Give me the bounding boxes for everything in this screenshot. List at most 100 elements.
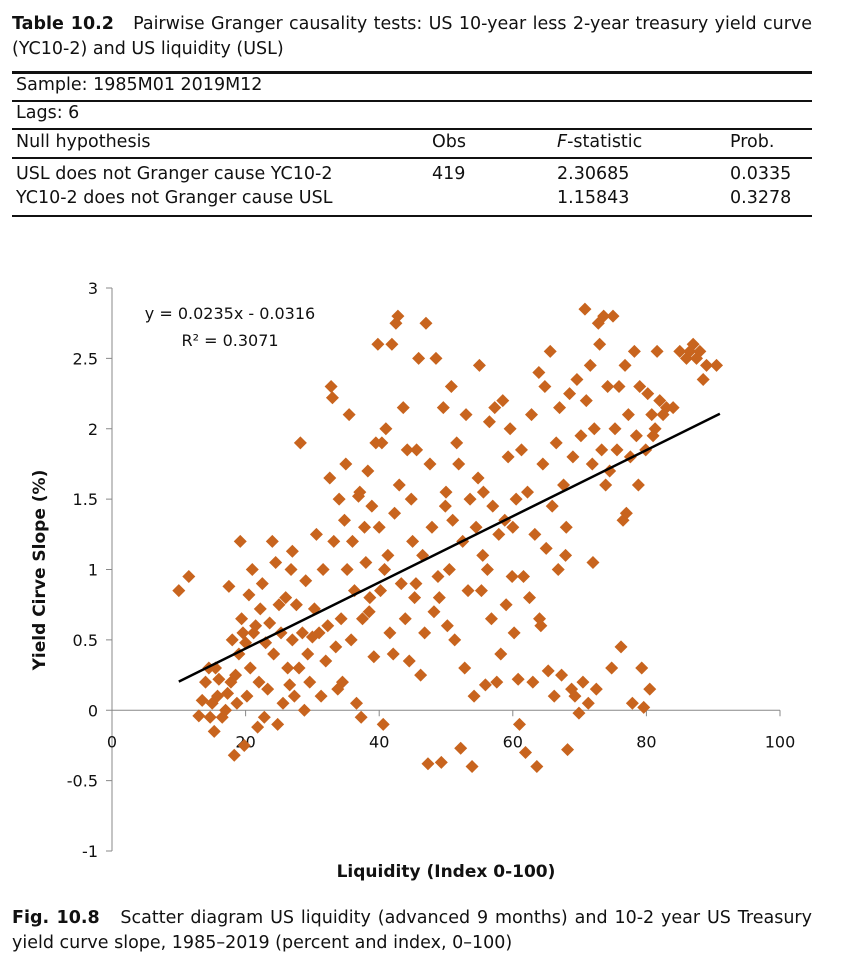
data-point	[245, 563, 259, 576]
data-point	[610, 443, 624, 457]
data-point	[555, 668, 569, 682]
data-point	[570, 372, 584, 386]
data-point	[354, 710, 368, 724]
trendline-equation: y = 0.0235x - 0.0316	[145, 304, 315, 323]
data-point	[252, 675, 266, 689]
data-point	[538, 380, 552, 394]
data-point	[450, 436, 464, 450]
header-f-letter: F	[557, 132, 568, 152]
data-point	[414, 668, 428, 682]
data-point	[371, 337, 385, 351]
data-point	[593, 337, 607, 351]
data-point	[375, 436, 389, 450]
data-point	[576, 675, 590, 689]
rule-after-header	[12, 157, 812, 159]
data-point	[597, 309, 611, 323]
sample-text: Sample: 1985M01 2019M12	[16, 75, 263, 95]
data-point	[279, 591, 293, 605]
data-point	[520, 485, 534, 499]
data-point	[549, 436, 563, 450]
data-point	[361, 464, 375, 478]
data-point	[653, 394, 667, 408]
data-point	[327, 534, 341, 548]
data-point	[410, 443, 424, 457]
data-point	[578, 302, 592, 316]
y-tick-label: 0	[88, 701, 98, 720]
data-point	[666, 401, 680, 415]
data-point	[568, 689, 582, 703]
data-point	[229, 668, 243, 682]
data-point	[203, 710, 217, 724]
data-point	[295, 626, 309, 640]
data-point	[507, 626, 521, 640]
data-point	[418, 626, 432, 640]
data-point	[509, 492, 523, 506]
data-point	[492, 527, 506, 541]
table-caption-text: Pairwise Granger causality tests: US 10-…	[12, 14, 813, 59]
data-point	[287, 689, 301, 703]
data-point	[585, 457, 599, 471]
data-point	[192, 709, 206, 723]
y-tick-label: 2	[88, 420, 98, 439]
data-point	[446, 513, 460, 527]
data-point	[363, 591, 377, 605]
data-point	[391, 309, 405, 323]
data-point	[627, 344, 641, 358]
data-point	[212, 672, 226, 686]
data-point	[440, 619, 454, 633]
data-point	[334, 612, 348, 626]
row-2-hypothesis: YC10-2 does not Granger cause USL	[16, 188, 333, 208]
data-point	[236, 626, 250, 640]
data-point	[641, 387, 655, 401]
data-point	[297, 703, 311, 717]
data-point	[221, 686, 235, 700]
data-point	[303, 675, 317, 689]
data-point	[612, 380, 626, 394]
data-point	[572, 706, 586, 720]
data-point	[353, 485, 367, 499]
x-tick-label: 0	[107, 732, 117, 751]
data-point	[599, 478, 613, 492]
data-point	[374, 584, 388, 598]
rule-after-lags	[12, 128, 812, 130]
data-point	[476, 485, 490, 499]
data-point	[386, 647, 400, 661]
data-point	[643, 682, 657, 696]
data-point	[526, 675, 540, 689]
data-point	[257, 710, 271, 724]
data-point	[474, 584, 488, 598]
data-point	[324, 380, 338, 394]
row-1-obs: 419	[432, 164, 466, 184]
data-point	[650, 344, 664, 358]
data-point	[284, 563, 298, 576]
table-label: Table 10.2	[12, 14, 114, 34]
data-point	[673, 344, 687, 358]
data-point	[235, 612, 249, 626]
data-point	[421, 757, 435, 771]
data-point	[696, 372, 710, 386]
data-point	[325, 391, 339, 405]
data-point	[480, 563, 494, 576]
data-point	[349, 696, 363, 710]
data-point	[581, 696, 595, 710]
data-point	[383, 626, 397, 640]
data-point	[381, 548, 395, 562]
data-point	[619, 506, 633, 520]
data-point	[587, 422, 601, 436]
figure-label: Fig. 10.8	[12, 908, 100, 928]
data-point	[292, 661, 306, 675]
data-point	[251, 720, 265, 734]
table-top-rule	[12, 71, 812, 74]
data-point	[566, 450, 580, 464]
data-point	[471, 471, 485, 485]
data-point	[635, 661, 649, 675]
data-point	[345, 534, 359, 548]
data-point	[631, 478, 645, 492]
data-point	[438, 499, 452, 513]
data-point	[312, 626, 326, 640]
data-point	[233, 534, 247, 548]
y-tick-label: -0.5	[67, 772, 98, 791]
data-point	[501, 450, 515, 464]
data-point	[482, 415, 496, 429]
x-tick-label: 80	[636, 732, 656, 751]
